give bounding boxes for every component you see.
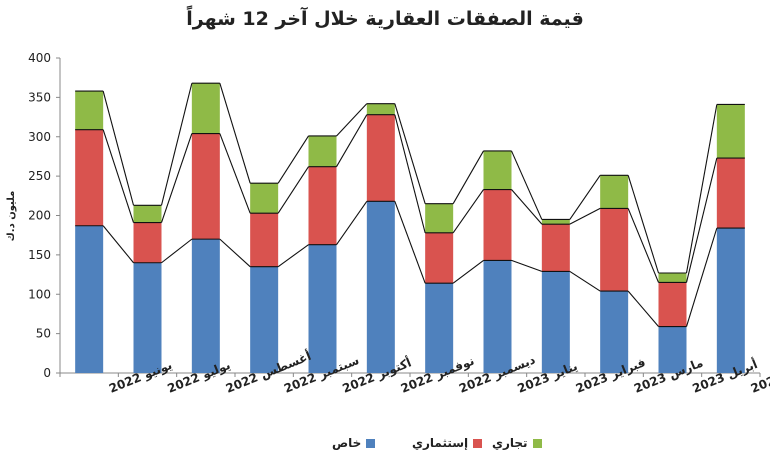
chart-title: قيمة الصفقات العقارية خلال آخر 12 شهراً (186, 8, 584, 30)
connector-line-2 (394, 114, 426, 233)
connector-line-3 (102, 90, 135, 206)
bar-segment-1 (716, 228, 745, 373)
bar-segment-3 (716, 104, 745, 159)
bar-segment-2 (658, 282, 687, 327)
bar-segment-1 (191, 239, 220, 373)
chart-axes: 0 50 100 150 200 250 300 350 400 (28, 51, 761, 380)
bar-segment-2 (308, 166, 337, 245)
connector-line-2 (219, 133, 251, 214)
bar-segment-1 (75, 225, 104, 373)
connector-line-2 (277, 166, 309, 214)
bars-layer (75, 83, 745, 373)
bar-segment-2 (600, 208, 629, 292)
legend-label: خاص (332, 436, 362, 450)
bar-segment-3 (250, 183, 279, 214)
bar-segment-2 (425, 232, 454, 284)
bar-segment-3 (483, 150, 512, 190)
legend-item: خاص (332, 436, 376, 450)
bar-segment-2 (483, 189, 512, 261)
bar-segment-2 (75, 129, 104, 226)
y-tick-label: 100 (28, 287, 51, 301)
bar-segment-3 (308, 135, 337, 167)
legend-item: إستثماري (412, 436, 483, 450)
connector-line-2 (511, 189, 543, 225)
legend-swatch (532, 438, 542, 448)
connector-line-3 (160, 83, 193, 206)
bar-segment-1 (658, 326, 687, 373)
bar-segment-1 (250, 266, 279, 373)
bar-segment-3 (541, 219, 570, 225)
y-axis-label: مليون د.ك (6, 191, 17, 242)
connector-line-2 (336, 114, 368, 167)
connector-line-3 (569, 175, 601, 220)
connector-line-2 (685, 157, 718, 283)
connector-line-2 (627, 208, 660, 283)
connector-lines-layer (75, 82, 745, 328)
bar-segment-1 (425, 283, 454, 373)
connector-line-3 (510, 150, 543, 220)
connector-line-1 (277, 244, 309, 268)
connector-line-2 (452, 189, 484, 234)
connector-line-1 (394, 201, 426, 284)
connector-line-1 (685, 227, 718, 327)
bar-segment-2 (716, 158, 745, 229)
bar-segment-1 (133, 262, 162, 373)
bar-segment-2 (133, 222, 162, 263)
bar-segment-1 (541, 271, 570, 373)
y-tick-label: 150 (28, 248, 51, 262)
y-tick-label: 300 (28, 130, 51, 144)
y-tick-label: 350 (28, 90, 51, 104)
bar-segment-1 (366, 201, 395, 373)
bar-segment-2 (191, 133, 220, 240)
bar-segment-1 (308, 244, 337, 373)
connector-line-1 (336, 201, 368, 245)
y-tick-label: 0 (43, 366, 51, 380)
y-tick-label: 200 (28, 209, 51, 223)
connector-line-3 (277, 135, 309, 184)
connector-line-1 (569, 270, 601, 292)
connector-line-3 (219, 83, 251, 184)
legend-swatch (366, 438, 376, 448)
y-tick-label: 50 (36, 327, 51, 341)
connector-line-3 (627, 175, 660, 274)
bar-segment-3 (658, 272, 687, 283)
y-tick-label: 400 (28, 51, 51, 65)
bar-segment-3 (75, 91, 104, 130)
connector-line-3 (394, 103, 426, 204)
legend-label: تجاري (492, 436, 528, 450)
legend-item: تجاري (492, 436, 542, 450)
legend: خاص إستثماري تجاري (0, 436, 770, 456)
connector-line-3 (452, 150, 484, 204)
connector-line-2 (160, 133, 193, 223)
y-tick-label: 250 (28, 169, 51, 183)
bar-segment-3 (191, 83, 220, 134)
connector-line-1 (219, 238, 251, 268)
bar-segment-3 (366, 103, 395, 115)
bar-segment-2 (250, 213, 279, 267)
connector-line-1 (452, 259, 484, 284)
connector-line-3 (685, 104, 718, 274)
bar-segment-1 (600, 291, 629, 373)
connector-line-1 (511, 259, 543, 272)
bar-segment-3 (425, 203, 454, 233)
connector-line-2 (569, 207, 601, 225)
legend-label: إستثماري (412, 436, 469, 450)
connector-line-1 (627, 290, 659, 327)
bar-segment-1 (483, 260, 512, 373)
connector-line-1 (161, 238, 193, 264)
legend-swatch (473, 438, 483, 448)
bar-segment-3 (600, 175, 629, 209)
bar-segment-2 (541, 224, 570, 272)
connector-line-1 (102, 225, 134, 264)
bar-segment-3 (133, 205, 162, 223)
connector-line-2 (102, 129, 135, 223)
connector-line-3 (336, 103, 368, 137)
bar-segment-2 (366, 114, 395, 202)
